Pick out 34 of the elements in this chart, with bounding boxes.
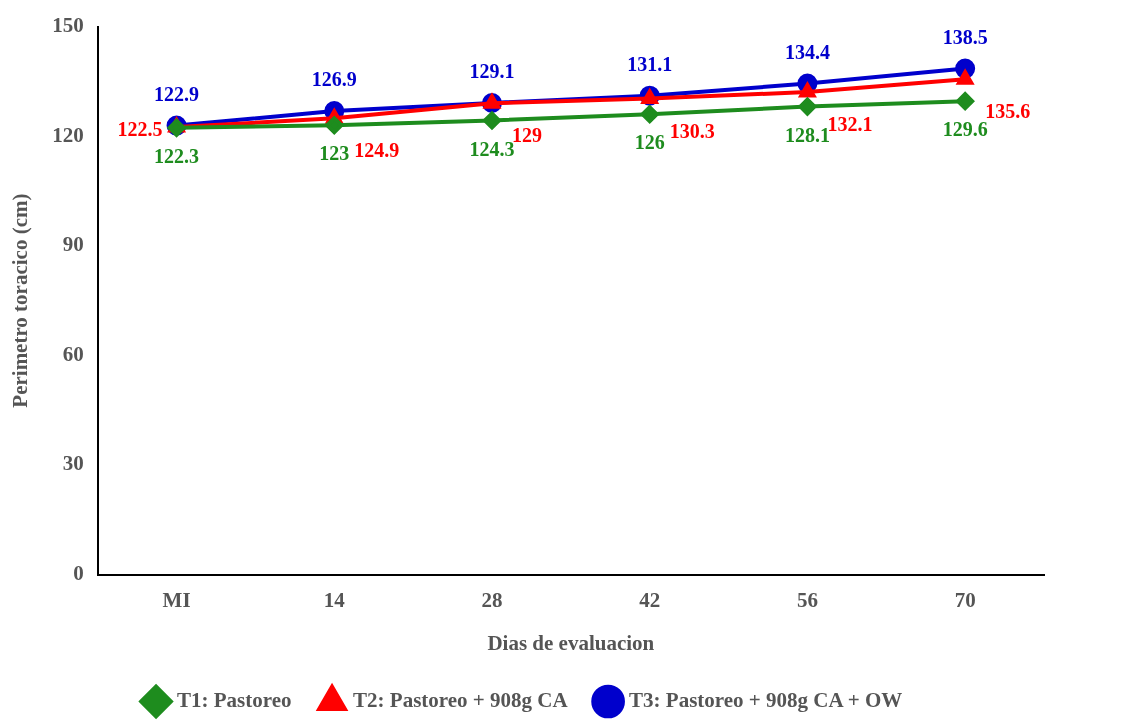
legend-label: T1: Pastoreo [177, 687, 292, 712]
x-tick-label: 28 [481, 587, 503, 612]
x-tick-label: 14 [323, 587, 346, 612]
y-tick-label: 120 [52, 122, 84, 147]
data-label: 126 [634, 131, 665, 154]
y-tick-label: 0 [73, 561, 84, 586]
x-tick-label: 70 [954, 587, 976, 612]
data-label: 126.9 [311, 68, 357, 91]
data-label: 122.9 [154, 82, 200, 105]
data-label: 130.3 [669, 119, 715, 142]
y-tick-label: 90 [62, 232, 84, 257]
data-label: 129.6 [942, 118, 988, 141]
legend-label: T2: Pastoreo + 908g CA [353, 687, 569, 712]
y-tick-label: 150 [52, 13, 84, 38]
x-tick-label: 56 [796, 587, 818, 612]
x-tick-label: MI [162, 587, 191, 612]
x-axis-title: Dias de evaluacion [487, 630, 655, 655]
data-label: 135.6 [985, 100, 1031, 123]
y-tick-label: 60 [62, 341, 84, 366]
data-label: 124.3 [469, 137, 515, 160]
data-label: 138.5 [942, 25, 988, 48]
data-label: 129.1 [469, 60, 515, 83]
data-label: 132.1 [827, 113, 873, 136]
data-label: 122.5 [117, 118, 163, 141]
data-label: 128.1 [784, 123, 830, 146]
data-label: 131.1 [627, 52, 673, 75]
y-axis-title: Perimetro toracico (cm) [8, 193, 33, 408]
x-tick-label: 42 [639, 587, 661, 612]
data-label: 123 [319, 142, 350, 165]
y-tick-label: 30 [62, 451, 84, 476]
data-label: 134.4 [784, 40, 830, 63]
data-label: 122.3 [154, 144, 200, 167]
data-label: 124.9 [354, 139, 400, 162]
legend-label: T3: Pastoreo + 908g CA + OW [629, 687, 903, 712]
